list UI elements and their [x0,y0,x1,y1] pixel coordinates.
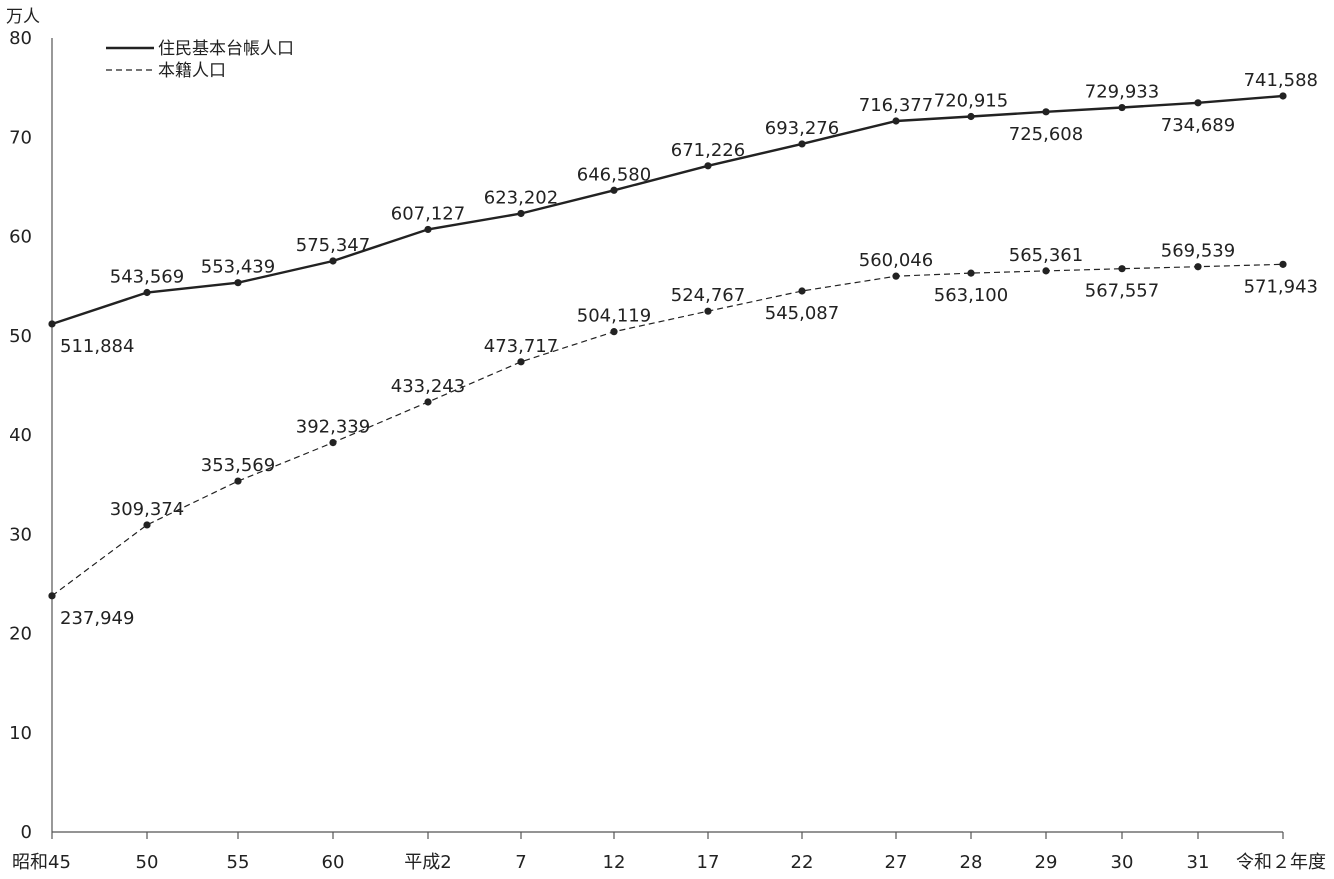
data-point-s2 [234,477,242,485]
data-point-s2 [704,307,712,315]
y-tick-label: 80 [9,28,32,49]
data-label-s2: 563,100 [934,285,1008,306]
x-tick-label: 28 [960,852,983,873]
data-point-s2 [892,272,900,280]
axes: 万人 0 10 20 30 40 50 60 70 80 昭和45 50 55 60 平成2 7 12 17 22 2… [6,7,1326,873]
data-label-s1: 734,689 [1161,115,1235,136]
data-label-s2: 560,046 [859,250,933,271]
data-point-s2 [967,269,975,277]
data-label-s1: 623,202 [484,187,558,208]
x-tick-label: 平成2 [404,852,451,873]
data-point-s1 [704,162,712,170]
y-tick-label: 10 [9,723,32,744]
x-tick-label: 29 [1035,852,1058,873]
x-tick-label: 令和２年度 [1236,852,1326,873]
data-point-s1 [610,186,618,194]
data-point-s2 [329,439,337,447]
data-label-s1: 553,439 [201,257,275,278]
y-unit-label: 万人 [6,7,40,27]
data-point-s1 [424,225,432,234]
data-label-s2: 567,557 [1085,281,1159,302]
series-lines [51,94,1284,597]
data-label-s1: 543,569 [110,267,184,288]
x-tick-label: 27 [885,852,908,873]
data-point-s2 [517,358,525,366]
data-label-s1: 646,580 [577,164,651,185]
x-tick-label: 50 [136,852,159,873]
data-point-s1 [143,288,151,297]
data-label-s2: 353,569 [201,455,275,476]
data-point-s1 [48,320,56,328]
data-point-s1 [967,112,975,121]
data-point-s2 [1194,263,1202,271]
data-point-s2 [424,398,432,406]
data-point-s2 [143,521,151,529]
data-label-s2: 565,361 [1009,245,1083,266]
data-label-s2: 524,767 [671,285,745,306]
x-tick-label: 17 [697,852,720,873]
x-tick-label: 7 [515,852,526,873]
data-point-s1 [1194,99,1202,107]
x-tick-label: 22 [791,852,814,873]
data-point-s1 [798,140,806,148]
data-label-s1: 607,127 [391,203,465,224]
data-label-s1: 741,588 [1244,70,1318,91]
data-point-s1 [517,209,525,218]
data-point-s2 [798,287,806,295]
data-label-s2: 237,949 [60,608,134,629]
y-tick-label: 40 [9,425,32,446]
data-label-s1: 671,226 [671,140,745,161]
data-point-s1 [329,257,337,265]
data-label-s2: 309,374 [110,499,184,520]
data-point-s1 [234,279,242,287]
y-tick-label: 20 [9,624,32,645]
y-tick-label: 50 [9,326,32,347]
data-point-s1 [1118,103,1126,112]
data-point-s2 [48,592,56,600]
data-point-s1 [892,117,900,125]
data-label-s1: 575,347 [296,235,370,256]
data-point-s1 [1279,92,1287,100]
y-tick-label: 70 [9,127,32,148]
series-points [48,92,1287,600]
data-point-s2 [1279,260,1287,268]
x-tick-label: 55 [227,852,250,873]
data-label-s2: 504,119 [577,306,651,327]
data-label-s1: 693,276 [765,118,839,139]
data-label-s1: 720,915 [934,90,1008,111]
data-label-s2: 571,943 [1244,276,1318,297]
data-label-s2: 433,243 [391,376,465,397]
y-tick-label: 0 [21,822,32,843]
data-point-s1 [1042,108,1050,116]
data-label-s2: 545,087 [765,303,839,324]
series-line-2 [51,263,1284,597]
data-point-s2 [1042,267,1050,275]
data-label-s1: 729,933 [1085,82,1159,103]
data-point-s2 [610,328,618,336]
x-tick-label: 60 [322,852,345,873]
data-point-s2 [1118,265,1126,273]
legend-label-2: 本籍人口 [158,61,226,81]
data-label-s1: 725,608 [1009,124,1083,145]
x-tick-label: 31 [1187,852,1210,873]
data-label-s1: 716,377 [859,95,933,116]
data-label-s2: 473,717 [484,336,558,357]
data-label-s1: 511,884 [60,336,134,357]
data-label-s2: 569,539 [1161,241,1235,262]
y-tick-label: 30 [9,524,32,545]
data-labels: 511,884 543,569 553,439 575,347 607,127 623,2… [60,70,1318,629]
x-tick-label: 12 [603,852,626,873]
y-tick-label: 60 [9,227,32,248]
data-label-s2: 392,339 [296,417,370,438]
x-tick-label: 30 [1111,852,1134,873]
legend-label-1: 住民基本台帳人口 [158,39,294,59]
x-tick-label: 昭和45 [12,852,71,873]
